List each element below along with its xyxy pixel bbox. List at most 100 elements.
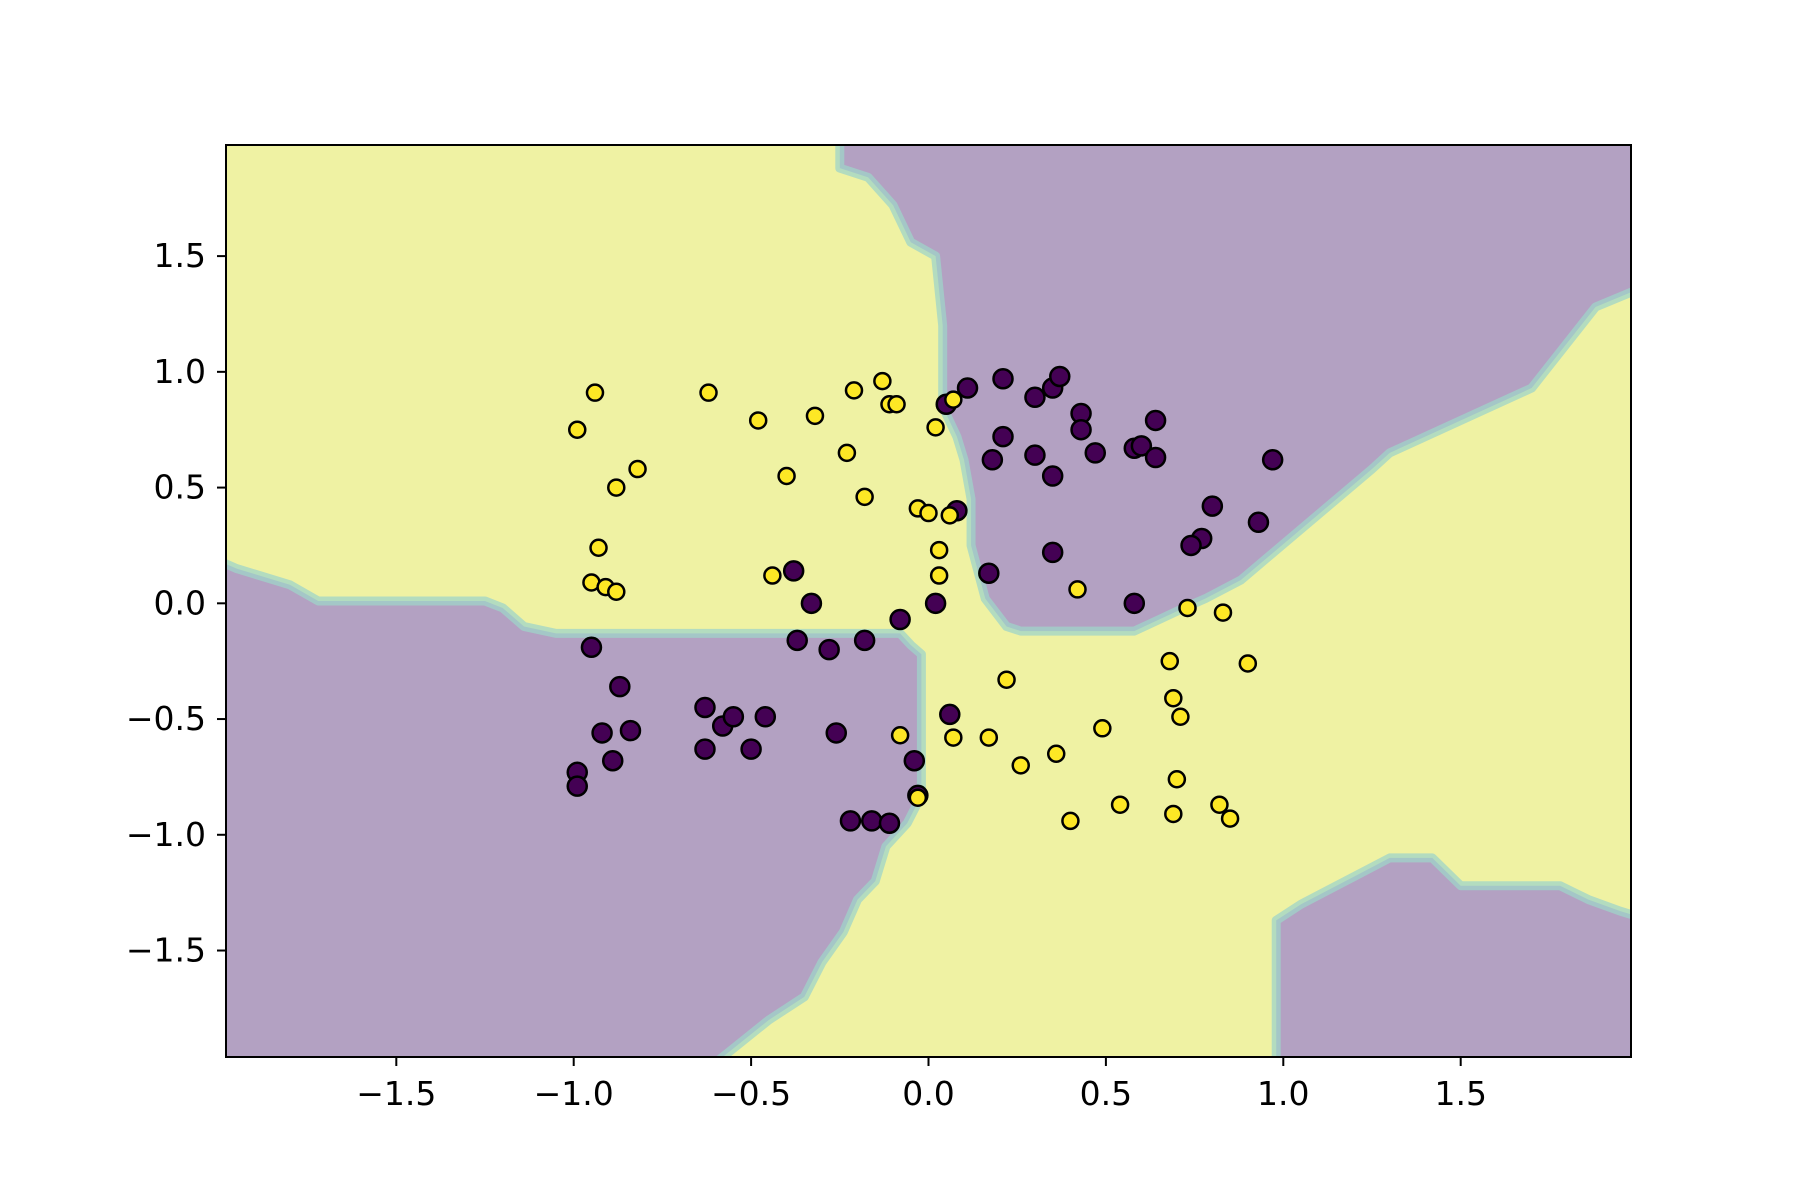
data-point-class-0: [694, 696, 716, 719]
data-point-class-1: [777, 466, 796, 486]
data-point-class-1: [1061, 811, 1080, 831]
data-point-class-1: [1160, 651, 1180, 671]
region-class-0-bottom-right: [1276, 857, 1631, 1057]
data-point-class-0: [754, 705, 777, 728]
y-tick-label: −0.5: [126, 699, 206, 738]
data-point-class-1: [929, 540, 949, 560]
data-point-class-1: [940, 506, 960, 525]
data-point-class-1: [1220, 809, 1240, 828]
data-point-class-0: [956, 377, 979, 399]
y-tick-label: 1.5: [154, 236, 206, 275]
data-point-class-0: [1144, 409, 1167, 432]
data-point-class-0: [609, 675, 631, 698]
data-point-class-0: [1201, 495, 1224, 517]
data-point-class-1: [929, 566, 949, 585]
data-point-class-0: [566, 775, 588, 797]
data-point-class-0: [860, 810, 883, 832]
x-tick-label: 0.5: [1080, 1074, 1132, 1113]
data-point-class-1: [837, 443, 857, 463]
data-point-class-1: [1171, 707, 1190, 726]
data-point-class-0: [939, 703, 961, 726]
data-point-class-0: [1123, 592, 1146, 615]
data-point-class-0: [1024, 386, 1046, 409]
y-tick-label: 1.0: [154, 352, 206, 391]
data-point-class-1: [763, 566, 782, 585]
data-points: [566, 365, 1284, 834]
data-point-class-0: [1041, 541, 1064, 564]
data-point-class-1: [805, 406, 825, 426]
data-point-class-1: [628, 459, 647, 479]
data-point-class-0: [619, 719, 642, 742]
data-point-class-0: [782, 560, 805, 582]
x-tick-label: −1.5: [356, 1074, 436, 1113]
data-point-class-0: [786, 629, 808, 652]
data-point-class-1: [926, 418, 945, 437]
data-point-class-0: [1247, 511, 1270, 534]
data-point-class-1: [1068, 580, 1087, 599]
data-point-class-1: [568, 420, 587, 439]
y-axis: −1.5 −1.0 −0.5 0.0 0.5 1.0 1.5: [126, 236, 226, 970]
x-tick-label: 0.0: [902, 1074, 954, 1113]
data-point-class-0: [889, 608, 911, 631]
data-point-class-0: [800, 592, 823, 615]
data-point-class-1: [1167, 769, 1187, 789]
data-point-class-0: [992, 425, 1014, 448]
data-point-class-0: [1070, 418, 1092, 441]
data-point-class-0: [740, 738, 762, 760]
data-point-class-1: [979, 728, 999, 747]
data-point-class-0: [591, 722, 613, 744]
y-tick-label: 0.5: [154, 468, 206, 507]
y-tick-label: −1.0: [126, 815, 206, 854]
data-point-class-1: [699, 383, 718, 402]
data-point-class-1: [1110, 795, 1130, 814]
x-tick-label: −1.0: [534, 1074, 614, 1113]
data-point-class-1: [585, 383, 605, 402]
data-point-class-1: [1210, 795, 1229, 814]
y-tick-label: 0.0: [154, 583, 206, 622]
region-class-0-top-right: [839, 145, 1631, 632]
data-point-class-1: [887, 394, 906, 414]
data-point-class-1: [748, 411, 768, 430]
data-point-class-0: [1024, 444, 1046, 466]
data-point-class-1: [890, 726, 910, 745]
data-point-class-1: [844, 381, 864, 400]
data-point-class-0: [1130, 435, 1153, 457]
x-tick-label: 1.5: [1434, 1074, 1486, 1113]
data-point-class-0: [924, 592, 947, 615]
data-point-class-0: [1041, 465, 1064, 487]
decision-boundary-band: [835, 145, 1631, 636]
data-point-class-0: [1261, 449, 1284, 471]
region-class-0-bottom-left: [226, 563, 922, 1057]
x-tick-label: −0.5: [711, 1074, 791, 1113]
data-point-class-0: [978, 562, 1000, 584]
data-point-class-1: [944, 390, 963, 409]
data-point-class-1: [997, 670, 1016, 689]
data-point-class-1: [1238, 654, 1258, 673]
data-point-class-0: [580, 636, 603, 659]
data-point-class-1: [589, 538, 608, 558]
y-tick-label: −1.5: [126, 931, 206, 970]
data-point-class-0: [722, 705, 745, 728]
data-point-class-1: [1046, 744, 1066, 764]
data-point-class-1: [908, 788, 928, 808]
data-point-class-0: [1084, 442, 1107, 464]
data-point-class-1: [855, 487, 874, 507]
data-point-class-1: [1178, 598, 1197, 618]
data-point-class-1: [607, 478, 626, 497]
x-axis: −1.5 −1.0 −0.5 0.0 0.5 1.0 1.5: [356, 1057, 1487, 1113]
data-point-class-1: [944, 728, 963, 747]
data-point-class-1: [919, 503, 938, 523]
data-point-class-1: [1213, 603, 1233, 622]
decision-boundary-band: [1271, 853, 1631, 1057]
data-point-class-0: [694, 738, 716, 760]
x-tick-label: 1.0: [1257, 1074, 1309, 1113]
data-point-class-0: [853, 629, 876, 652]
data-point-class-1: [1011, 756, 1030, 775]
data-point-class-0: [1049, 365, 1071, 388]
data-point-class-1: [873, 371, 892, 391]
data-point-class-0: [839, 810, 862, 832]
data-point-class-0: [818, 638, 840, 661]
data-point-class-0: [878, 812, 901, 834]
